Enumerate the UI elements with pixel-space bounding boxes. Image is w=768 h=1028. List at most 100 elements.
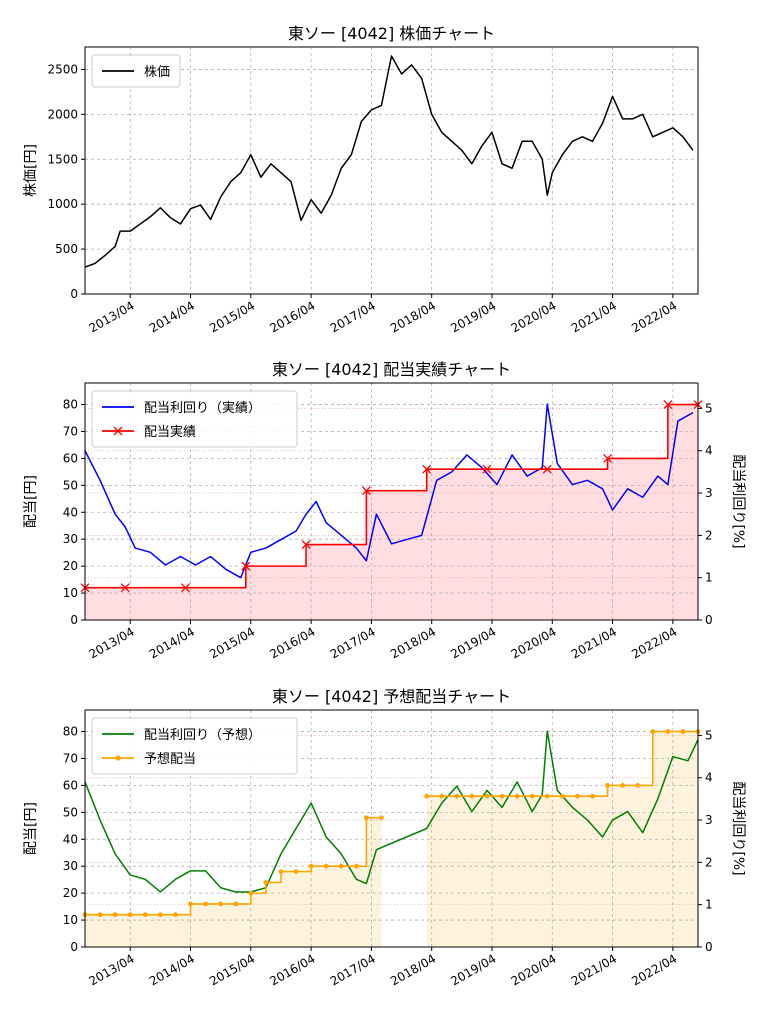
x-tick-label: 2017/04 xyxy=(328,624,378,661)
y-right-tick-label: 1 xyxy=(705,571,713,585)
axes-frame xyxy=(84,382,699,621)
y-axis-label: 配当[円] xyxy=(23,802,39,855)
series-marker-dot xyxy=(650,729,656,734)
y-tick-label: 80 xyxy=(63,398,78,412)
x-tick-label: 2015/04 xyxy=(207,951,257,988)
series-marker-dot xyxy=(157,912,163,918)
chart-title: 東ソー [4042] 株価チャート xyxy=(288,24,495,43)
x-tick-label: 2015/04 xyxy=(207,624,257,661)
chart-panel-3: 0 10 20 30 40 50 60 70 80 0 1 2 3 4 5 2013/04 2014/04 201… xyxy=(23,687,746,989)
x-tick-label: 2016/04 xyxy=(267,624,317,661)
legend-label: 配当利回り（実績） xyxy=(144,400,261,416)
series-marker-dot xyxy=(379,815,384,821)
x-tick-label: 2022/04 xyxy=(629,298,679,335)
series-marker-dot xyxy=(665,729,671,734)
series-marker-dot xyxy=(363,815,369,821)
series-marker-dot xyxy=(680,729,686,734)
series-marker-dot xyxy=(248,890,254,896)
y-right-tick-label: 2 xyxy=(705,528,713,542)
y-right-tick-label: 4 xyxy=(705,771,713,785)
y-tick-label: 0 xyxy=(70,940,78,954)
series-marker-x xyxy=(482,464,492,474)
y-tick-label: 30 xyxy=(63,859,78,873)
x-tick-label: 2019/04 xyxy=(448,951,498,988)
x-tick-label: 2016/04 xyxy=(267,951,317,988)
series-marker-dot xyxy=(575,793,580,799)
series-marker-dot xyxy=(112,912,118,918)
y-tick-label: 40 xyxy=(63,832,78,846)
series-line-1 xyxy=(84,403,694,579)
series-marker-x xyxy=(301,540,311,550)
series-marker-dot xyxy=(529,793,535,799)
y-right-tick-label: 5 xyxy=(705,728,713,742)
plot-area xyxy=(85,47,698,294)
y-right-axis-label: 配当利回り[%] xyxy=(730,781,746,875)
y-tick-label: 1500 xyxy=(47,152,78,166)
y-tick-label: 2500 xyxy=(47,62,78,76)
chart-title: 東ソー [4042] 予想配当チャート xyxy=(272,687,511,706)
x-tick-label: 2018/04 xyxy=(388,298,438,335)
legend-box xyxy=(91,54,181,88)
y-tick-label: 10 xyxy=(63,586,78,600)
series-line-2 xyxy=(85,403,698,589)
x-tick-label: 2022/04 xyxy=(629,951,679,988)
series-marker-dot xyxy=(338,863,344,869)
y-tick-label: 50 xyxy=(63,478,78,492)
y-tick-label: 0 xyxy=(70,613,78,627)
y-right-axis-label: 配当利回り[%] xyxy=(730,454,746,548)
series-marker-dot xyxy=(454,793,460,799)
x-tick-label: 2015/04 xyxy=(207,298,257,335)
y-right-tick-label: 5 xyxy=(705,401,713,415)
y-tick-label: 20 xyxy=(63,559,78,573)
series-marker-x xyxy=(422,464,432,474)
y-tick-label: 70 xyxy=(63,751,78,765)
x-tick-label: 2020/04 xyxy=(509,951,559,988)
series-marker-x xyxy=(361,486,371,496)
series-marker-dot xyxy=(590,793,595,799)
x-tick-label: 2022/04 xyxy=(629,624,679,661)
y-right-tick-label: 4 xyxy=(705,444,713,458)
legend-box xyxy=(91,717,298,775)
series-marker-dot xyxy=(424,793,430,799)
series-marker-dot xyxy=(308,863,314,869)
y-right-tick-label: 0 xyxy=(705,613,713,627)
series-marker-x xyxy=(181,583,190,593)
x-tick-label: 2013/04 xyxy=(87,624,137,661)
y-right-tick-label: 1 xyxy=(705,898,713,912)
legend-label: 配当実績 xyxy=(144,424,196,440)
y-tick-label: 40 xyxy=(63,505,78,519)
chart-panel-1: 0 500 1000 1500 2000 2500 2013/04 2014/04 2015/0… xyxy=(23,24,699,336)
x-tick-label: 2017/04 xyxy=(328,298,378,335)
series-line-1 xyxy=(84,730,699,893)
series-marker-dot xyxy=(620,783,626,788)
x-tick-label: 2021/04 xyxy=(569,624,619,661)
x-tick-label: 2017/04 xyxy=(328,951,378,988)
y-tick-label: 50 xyxy=(63,805,78,819)
legend-label: 配当利回り（予想） xyxy=(144,727,261,743)
x-tick-label: 2013/04 xyxy=(87,298,137,335)
chart-panel-2: 0 10 20 30 40 50 60 70 80 0 1 2 3 4 5 2013/04 2014/04 201… xyxy=(23,360,746,662)
y-right-tick-label: 0 xyxy=(705,940,713,954)
series-marker-x xyxy=(663,400,673,410)
y-right-tick-label: 3 xyxy=(705,813,713,827)
x-tick-label: 2014/04 xyxy=(147,624,197,661)
chart-title: 東ソー [4042] 配当実績チャート xyxy=(272,360,511,379)
x-tick-label: 2013/04 xyxy=(87,951,137,988)
series-marker-dot xyxy=(605,783,610,788)
y-tick-label: 70 xyxy=(63,424,78,438)
series-marker-dot xyxy=(323,863,329,869)
series-marker-dot xyxy=(218,901,224,907)
legend-label: 予想配当 xyxy=(144,751,196,767)
series-marker-dot xyxy=(173,912,178,918)
series-marker-dot xyxy=(635,783,641,788)
axes-frame xyxy=(84,709,699,948)
series-marker-dot xyxy=(514,793,520,799)
x-tick-label: 2014/04 xyxy=(147,951,197,988)
x-tick-label: 2016/04 xyxy=(267,298,317,335)
series-marker-dot xyxy=(559,793,565,799)
x-tick-label: 2018/04 xyxy=(388,951,438,988)
series-marker-dot xyxy=(499,793,505,799)
y-axis-label: 配当[円] xyxy=(23,475,39,528)
